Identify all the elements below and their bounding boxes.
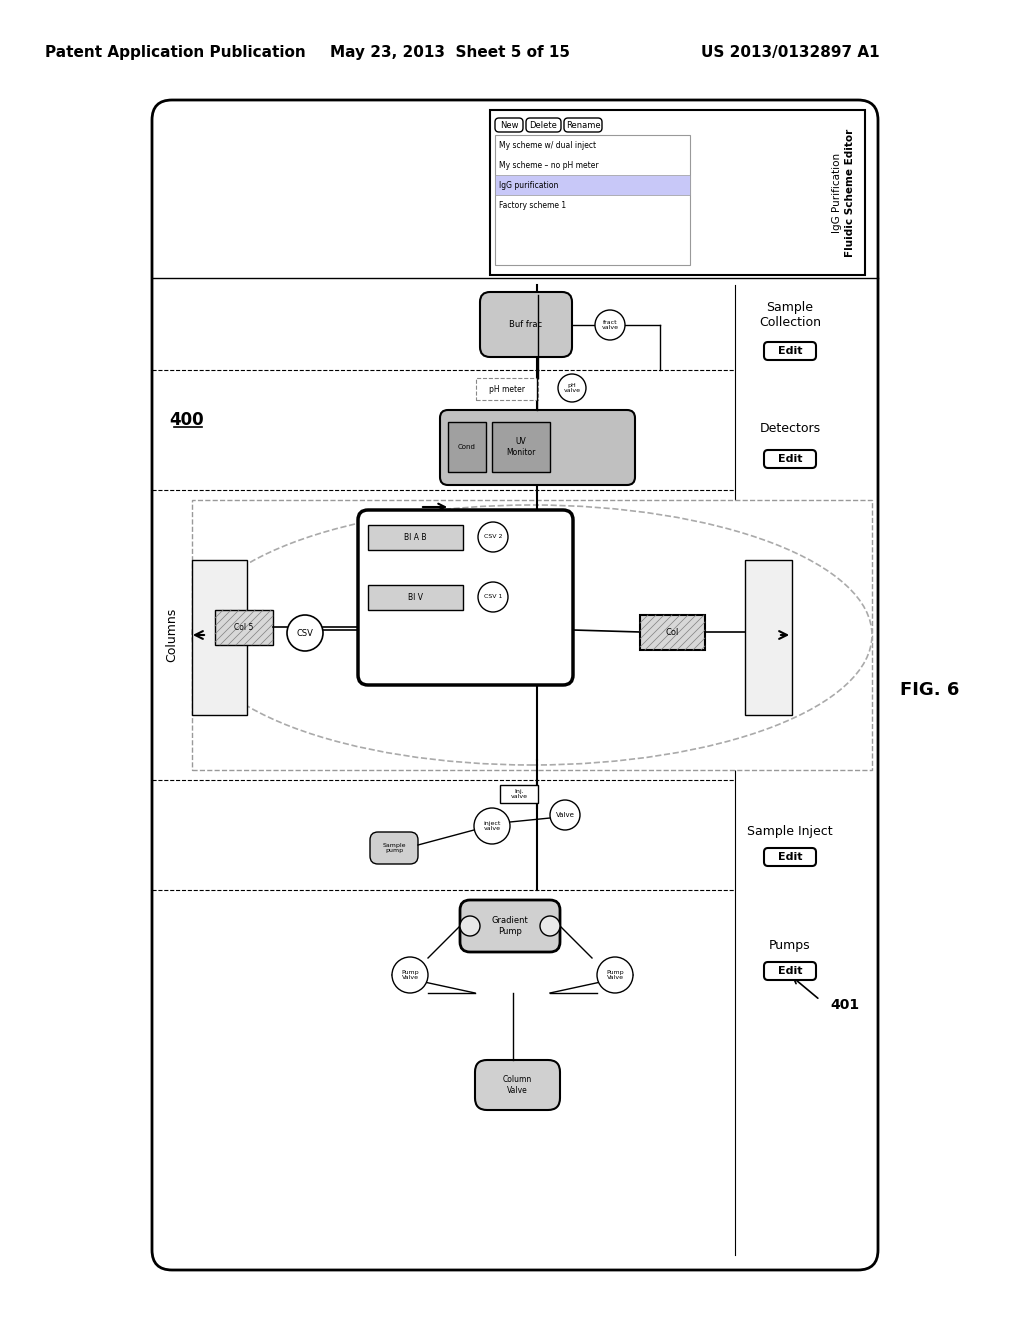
FancyBboxPatch shape xyxy=(460,900,560,952)
Bar xyxy=(368,585,463,610)
FancyBboxPatch shape xyxy=(358,510,573,685)
Bar xyxy=(368,525,463,550)
Text: Valve: Valve xyxy=(556,812,574,818)
Circle shape xyxy=(595,310,625,341)
Text: May 23, 2013  Sheet 5 of 15: May 23, 2013 Sheet 5 of 15 xyxy=(330,45,570,59)
Bar xyxy=(640,615,705,649)
Text: My scheme w/ dual inject: My scheme w/ dual inject xyxy=(499,140,596,149)
Bar xyxy=(490,110,865,275)
Circle shape xyxy=(540,916,560,936)
Text: Edit: Edit xyxy=(778,966,802,975)
Text: Detectors: Detectors xyxy=(760,421,820,434)
Text: Col: Col xyxy=(666,628,679,638)
Ellipse shape xyxy=(193,506,872,766)
FancyBboxPatch shape xyxy=(370,832,418,865)
Text: New: New xyxy=(500,120,518,129)
Text: pH
valve: pH valve xyxy=(563,383,581,393)
Text: Pump
Valve: Pump Valve xyxy=(606,970,624,981)
Text: Fluidic Scheme Editor: Fluidic Scheme Editor xyxy=(845,128,855,256)
FancyBboxPatch shape xyxy=(526,117,561,132)
Text: Factory scheme 1: Factory scheme 1 xyxy=(499,201,566,210)
FancyBboxPatch shape xyxy=(764,450,816,469)
FancyBboxPatch shape xyxy=(480,292,572,356)
Text: IgG purification: IgG purification xyxy=(499,181,558,190)
Text: Edit: Edit xyxy=(778,346,802,356)
Bar xyxy=(476,378,538,400)
Text: fract
valve: fract valve xyxy=(601,319,618,330)
Bar xyxy=(500,785,538,803)
Text: Bl A B: Bl A B xyxy=(404,533,427,543)
Circle shape xyxy=(550,800,580,830)
Text: Sample
pump: Sample pump xyxy=(382,842,406,854)
FancyBboxPatch shape xyxy=(152,100,878,1270)
Bar xyxy=(215,610,273,645)
Text: Columns: Columns xyxy=(166,609,178,663)
Bar xyxy=(495,135,690,265)
Text: Edit: Edit xyxy=(778,454,802,465)
Text: inject
valve: inject valve xyxy=(483,821,501,832)
Bar xyxy=(495,176,690,195)
Text: Edit: Edit xyxy=(778,851,802,862)
FancyBboxPatch shape xyxy=(475,1060,560,1110)
Bar xyxy=(193,560,247,715)
Text: Rename: Rename xyxy=(565,120,600,129)
Circle shape xyxy=(460,916,480,936)
Text: IgG Purification: IgG Purification xyxy=(831,152,842,232)
Text: Pump
Valve: Pump Valve xyxy=(401,970,419,981)
Text: Column
Valve: Column Valve xyxy=(503,1076,532,1094)
Text: Col 5: Col 5 xyxy=(234,623,254,632)
Bar xyxy=(193,500,872,770)
Text: CSV: CSV xyxy=(297,628,313,638)
Circle shape xyxy=(597,957,633,993)
Text: Inj.
valve: Inj. valve xyxy=(511,788,527,800)
Circle shape xyxy=(392,957,428,993)
Text: Patent Application Publication: Patent Application Publication xyxy=(45,45,305,59)
Bar xyxy=(492,422,550,473)
Circle shape xyxy=(558,374,586,403)
Text: Bl V: Bl V xyxy=(408,593,423,602)
Text: Pumps: Pumps xyxy=(769,939,811,952)
Text: Cond: Cond xyxy=(458,444,476,450)
Text: Sample Inject: Sample Inject xyxy=(748,825,833,838)
FancyBboxPatch shape xyxy=(564,117,602,132)
Text: Gradient
Pump: Gradient Pump xyxy=(492,916,528,936)
FancyBboxPatch shape xyxy=(764,962,816,979)
Text: CSV 1: CSV 1 xyxy=(483,594,502,599)
FancyBboxPatch shape xyxy=(764,847,816,866)
Bar xyxy=(449,422,486,473)
FancyBboxPatch shape xyxy=(764,342,816,360)
Text: Buf frac: Buf frac xyxy=(509,319,543,329)
Text: UV
Monitor: UV Monitor xyxy=(506,437,536,457)
FancyBboxPatch shape xyxy=(495,117,523,132)
FancyBboxPatch shape xyxy=(440,411,635,484)
Text: pH meter: pH meter xyxy=(489,384,525,393)
Text: My scheme – no pH meter: My scheme – no pH meter xyxy=(499,161,599,169)
Bar xyxy=(745,560,792,715)
Text: FIG. 6: FIG. 6 xyxy=(900,681,959,700)
Text: 400: 400 xyxy=(170,411,205,429)
Circle shape xyxy=(478,582,508,612)
Text: Sample
Collection: Sample Collection xyxy=(759,301,821,329)
Text: US 2013/0132897 A1: US 2013/0132897 A1 xyxy=(700,45,880,59)
Text: 401: 401 xyxy=(830,998,859,1012)
Circle shape xyxy=(474,808,510,843)
Circle shape xyxy=(478,521,508,552)
Circle shape xyxy=(287,615,323,651)
Text: Delete: Delete xyxy=(529,120,557,129)
Text: CSV 2: CSV 2 xyxy=(483,535,502,540)
